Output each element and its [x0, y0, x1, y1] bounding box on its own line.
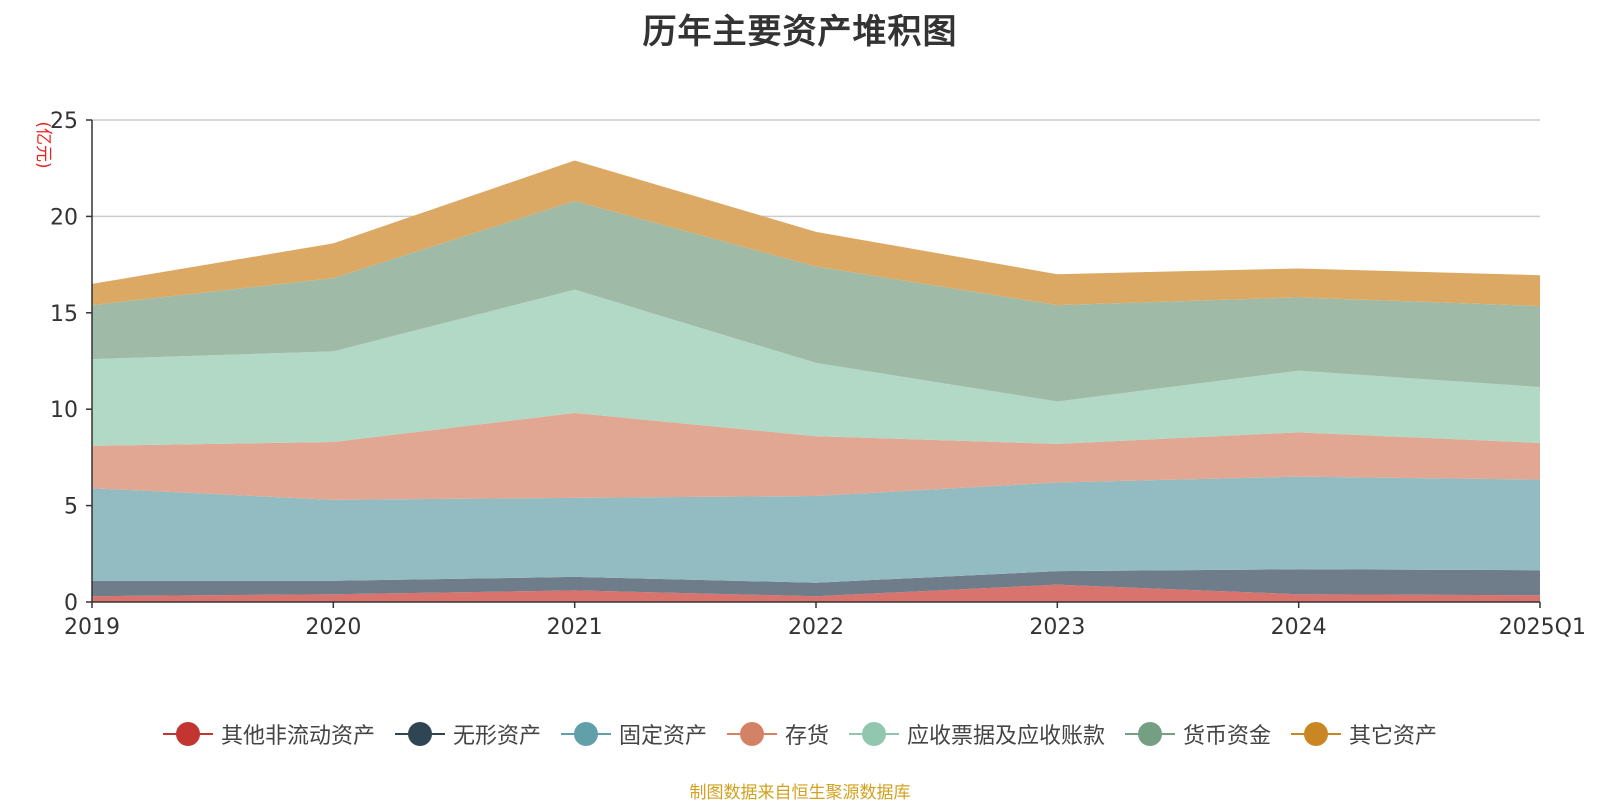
- legend: 其他非流动资产 无形资产 固定资产 存货 应收票据及应收账款 货币资金 其它资产: [0, 718, 1600, 750]
- legend-label: 货币资金: [1183, 724, 1272, 749]
- y-tick-label: 5: [64, 495, 78, 520]
- axes: 0 5 10 15 20 25 2019 2020 2021 2022 2023 2024 2025Q1: [50, 109, 1586, 640]
- legend-item[interactable]: 其它资产: [1291, 718, 1437, 750]
- y-axis-unit-label: (亿元): [33, 121, 53, 168]
- legend-label: 应收票据及应收账款: [907, 724, 1106, 749]
- area-货币资金[interactable]: [92, 200, 1540, 402]
- y-tick-label: 20: [50, 205, 78, 230]
- stacked-area-chart: 0 5 10 15 20 25 2019 2020 2021 2022 2023 2024 2025Q1…: [33, 109, 1586, 640]
- legend-marker-icon: [849, 722, 899, 746]
- legend-item[interactable]: 无形资产: [394, 718, 541, 750]
- x-tick-label: 2021: [547, 615, 603, 640]
- legend-marker-icon: [162, 722, 213, 746]
- source-note: 制图数据来自恒生聚源数据库: [689, 783, 911, 803]
- legend-label: 其它资产: [1349, 724, 1438, 749]
- x-tick-label: 2020: [305, 615, 361, 640]
- legend-marker-icon: [1291, 722, 1342, 746]
- x-tick-label: 2019: [64, 615, 120, 640]
- legend-marker-icon: [394, 722, 445, 746]
- area-其它资产[interactable]: [92, 160, 1540, 307]
- y-tick-label: 15: [50, 302, 78, 327]
- x-tick-label: 2024: [1271, 615, 1327, 640]
- y-tick-label: 25: [50, 109, 78, 134]
- legend-label: 其他非流动资产: [220, 724, 375, 749]
- legend-label: 无形资产: [452, 724, 541, 749]
- x-tick-label: 2023: [1029, 615, 1085, 640]
- x-tick-label: 2022: [788, 615, 844, 640]
- legend-marker-icon: [726, 722, 777, 746]
- legend-item[interactable]: 存货: [726, 718, 829, 750]
- legend-marker-icon: [560, 722, 611, 746]
- legend-item[interactable]: 应收票据及应收账款: [849, 718, 1105, 750]
- y-tick-label: 10: [50, 398, 78, 423]
- x-tick-label: 2025Q1: [1499, 615, 1586, 640]
- legend-label: 存货: [784, 724, 829, 749]
- area-其他非流动资产[interactable]: [92, 584, 1540, 602]
- legend-item[interactable]: 固定资产: [560, 718, 707, 750]
- legend-item[interactable]: 其他非流动资产: [162, 718, 375, 750]
- legend-item[interactable]: 货币资金: [1125, 718, 1271, 750]
- y-tick-label: 0: [64, 591, 78, 616]
- area-应收票据及应收账款[interactable]: [92, 289, 1540, 446]
- area-固定资产[interactable]: [92, 476, 1540, 583]
- area-series: [92, 160, 1540, 602]
- legend-label: 固定资产: [618, 724, 707, 749]
- legend-marker-icon: [1125, 722, 1176, 746]
- chart-title: 历年主要资产堆积图: [642, 12, 958, 52]
- area-存货[interactable]: [92, 413, 1540, 500]
